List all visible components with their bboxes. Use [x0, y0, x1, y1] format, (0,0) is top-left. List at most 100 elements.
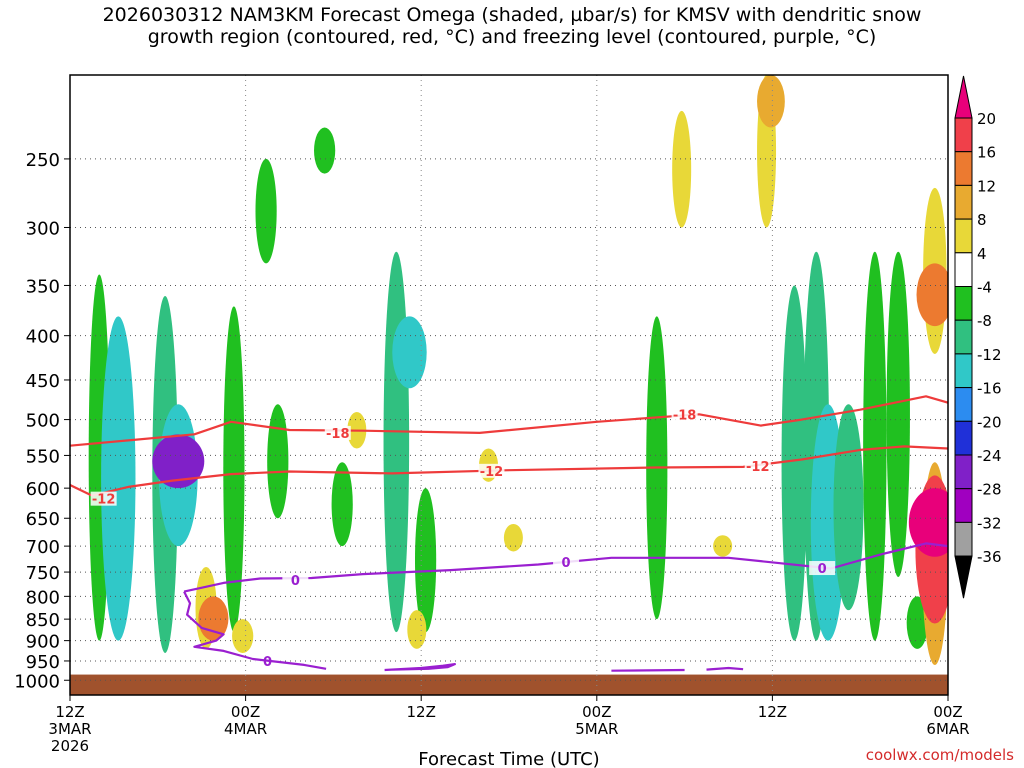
chart-title: 2026030312 NAM3KM Forecast Omega (shaded…: [0, 4, 1024, 48]
contour-label: -12: [92, 493, 116, 508]
colorbar-label: -24: [977, 447, 1002, 465]
contour-0-lower: [183, 591, 327, 670]
omega-region: [223, 306, 245, 633]
terrain: [70, 674, 948, 695]
x-tick-label: 00Z: [933, 703, 962, 721]
y-tick-label: 350: [26, 276, 60, 297]
omega-region: [392, 316, 427, 389]
colorbar-label: 4: [977, 245, 987, 263]
contour-label-bg: [324, 425, 351, 440]
colorbar-segment: [954, 387, 973, 422]
contour-label: 0: [818, 562, 827, 577]
colorbar-segment: [954, 252, 973, 288]
colorbar-segment: [954, 353, 973, 389]
y-tick-label: 450: [26, 371, 60, 392]
x-tick-label: 6MAR: [926, 720, 969, 738]
colorbar-label: -36: [977, 548, 1002, 566]
x-tick-label: 00Z: [231, 703, 260, 721]
colorbar: 20 16 12 8 4 -4 -8 -12 -16 -20 -24 -28 -32 -36: [954, 75, 1002, 599]
colorbar-segment: [954, 151, 973, 186]
y-tick-label: 250: [26, 150, 60, 171]
y-tick-label: 850: [26, 610, 60, 631]
contour-0-surface3: [706, 666, 744, 671]
contour-0-surface2: [611, 668, 685, 672]
colorbar-top-arrow: [954, 75, 973, 119]
y-tick-label: 400: [26, 327, 60, 348]
y-tick-label: 500: [26, 411, 60, 432]
contour--12: [70, 445, 948, 497]
contour-label: 0: [291, 574, 300, 589]
colorbar-label: -16: [977, 380, 1002, 398]
omega-region: [781, 285, 808, 641]
x-tick-label: 00Z: [582, 703, 611, 721]
y-tick-label: 1000: [14, 671, 60, 692]
y-tick-label: 800: [26, 587, 60, 608]
title-line-1: 2026030312 NAM3KM Forecast Omega (shaded…: [102, 4, 922, 26]
omega-region: [886, 251, 910, 578]
colorbar-segment: [954, 184, 973, 220]
omega-region: [314, 127, 336, 174]
contour--18: [70, 395, 948, 447]
contour-label-bg: [282, 573, 309, 588]
colorbar-label: -8: [977, 312, 992, 330]
credit-label: coolwx.com/models: [865, 746, 1014, 764]
omega-region: [267, 404, 289, 519]
x-tick-label: 12Z: [758, 703, 787, 721]
omega-region: [503, 523, 523, 552]
x-tick-label: 3MAR: [48, 720, 91, 738]
y-tick-label: 650: [26, 509, 60, 530]
omega-region: [908, 488, 948, 557]
omega-region: [863, 251, 887, 641]
contour-label-bg: [809, 561, 836, 576]
omega-region: [407, 610, 427, 649]
colorbar-label: -4: [977, 279, 992, 297]
y-tick-label: 700: [26, 537, 60, 558]
omega-region: [906, 596, 928, 649]
y-tick-label: 600: [26, 479, 60, 500]
contour-0: [183, 542, 948, 593]
x-axis-label: Forecast Time (UTC): [418, 749, 599, 768]
contour-label: 0: [263, 655, 272, 670]
contour-label-bg: [553, 554, 580, 569]
colorbar-segment: [954, 454, 973, 490]
x-tick-label: 12Z: [55, 703, 84, 721]
colorbar-label: -12: [977, 346, 1002, 364]
contour-label: -18: [673, 408, 697, 423]
colorbar-segment: [954, 218, 973, 254]
contour-label: -12: [480, 465, 504, 480]
omega-region: [833, 404, 864, 611]
colorbar-label: 8: [977, 211, 987, 229]
contours: -18 -18 -12 -12 -12 0 0 0 0: [70, 395, 948, 672]
colorbar-bottom-arrow: [954, 555, 973, 599]
contour-label-bg: [478, 463, 505, 478]
x-tick-label: 5MAR: [575, 720, 618, 738]
y-tick-label: 300: [26, 218, 60, 239]
omega-region: [101, 316, 136, 641]
plot-frame: [69, 74, 949, 696]
colorbar-label: -32: [977, 514, 1002, 532]
colorbar-segment: [954, 488, 973, 523]
title-line-2: growth region (contoured, red, °C) and f…: [147, 26, 877, 48]
contour-label: -18: [326, 427, 350, 442]
colorbar-segment: [954, 286, 973, 321]
contour-label-bg: [744, 459, 771, 474]
omega-region: [331, 462, 353, 547]
omega-region: [757, 75, 785, 128]
y-tick-label: 750: [26, 563, 60, 584]
y-tick-label: 950: [26, 652, 60, 673]
contour-label: -12: [746, 460, 770, 475]
omega-region: [916, 263, 948, 327]
x-tick-label: 4MAR: [224, 720, 267, 738]
omega-region: [383, 251, 410, 633]
colorbar-label: -20: [977, 413, 1002, 431]
omega-region: [672, 110, 692, 228]
x-tick-label: 12Z: [407, 703, 436, 721]
omega-region: [255, 158, 277, 264]
colorbar-segment: [954, 319, 973, 355]
y-tick-label: 900: [26, 632, 60, 653]
omega-region: [713, 535, 733, 557]
y-axis: 2503003504004505005506006507007508008509…: [14, 150, 70, 692]
colorbar-segment: [954, 521, 973, 557]
